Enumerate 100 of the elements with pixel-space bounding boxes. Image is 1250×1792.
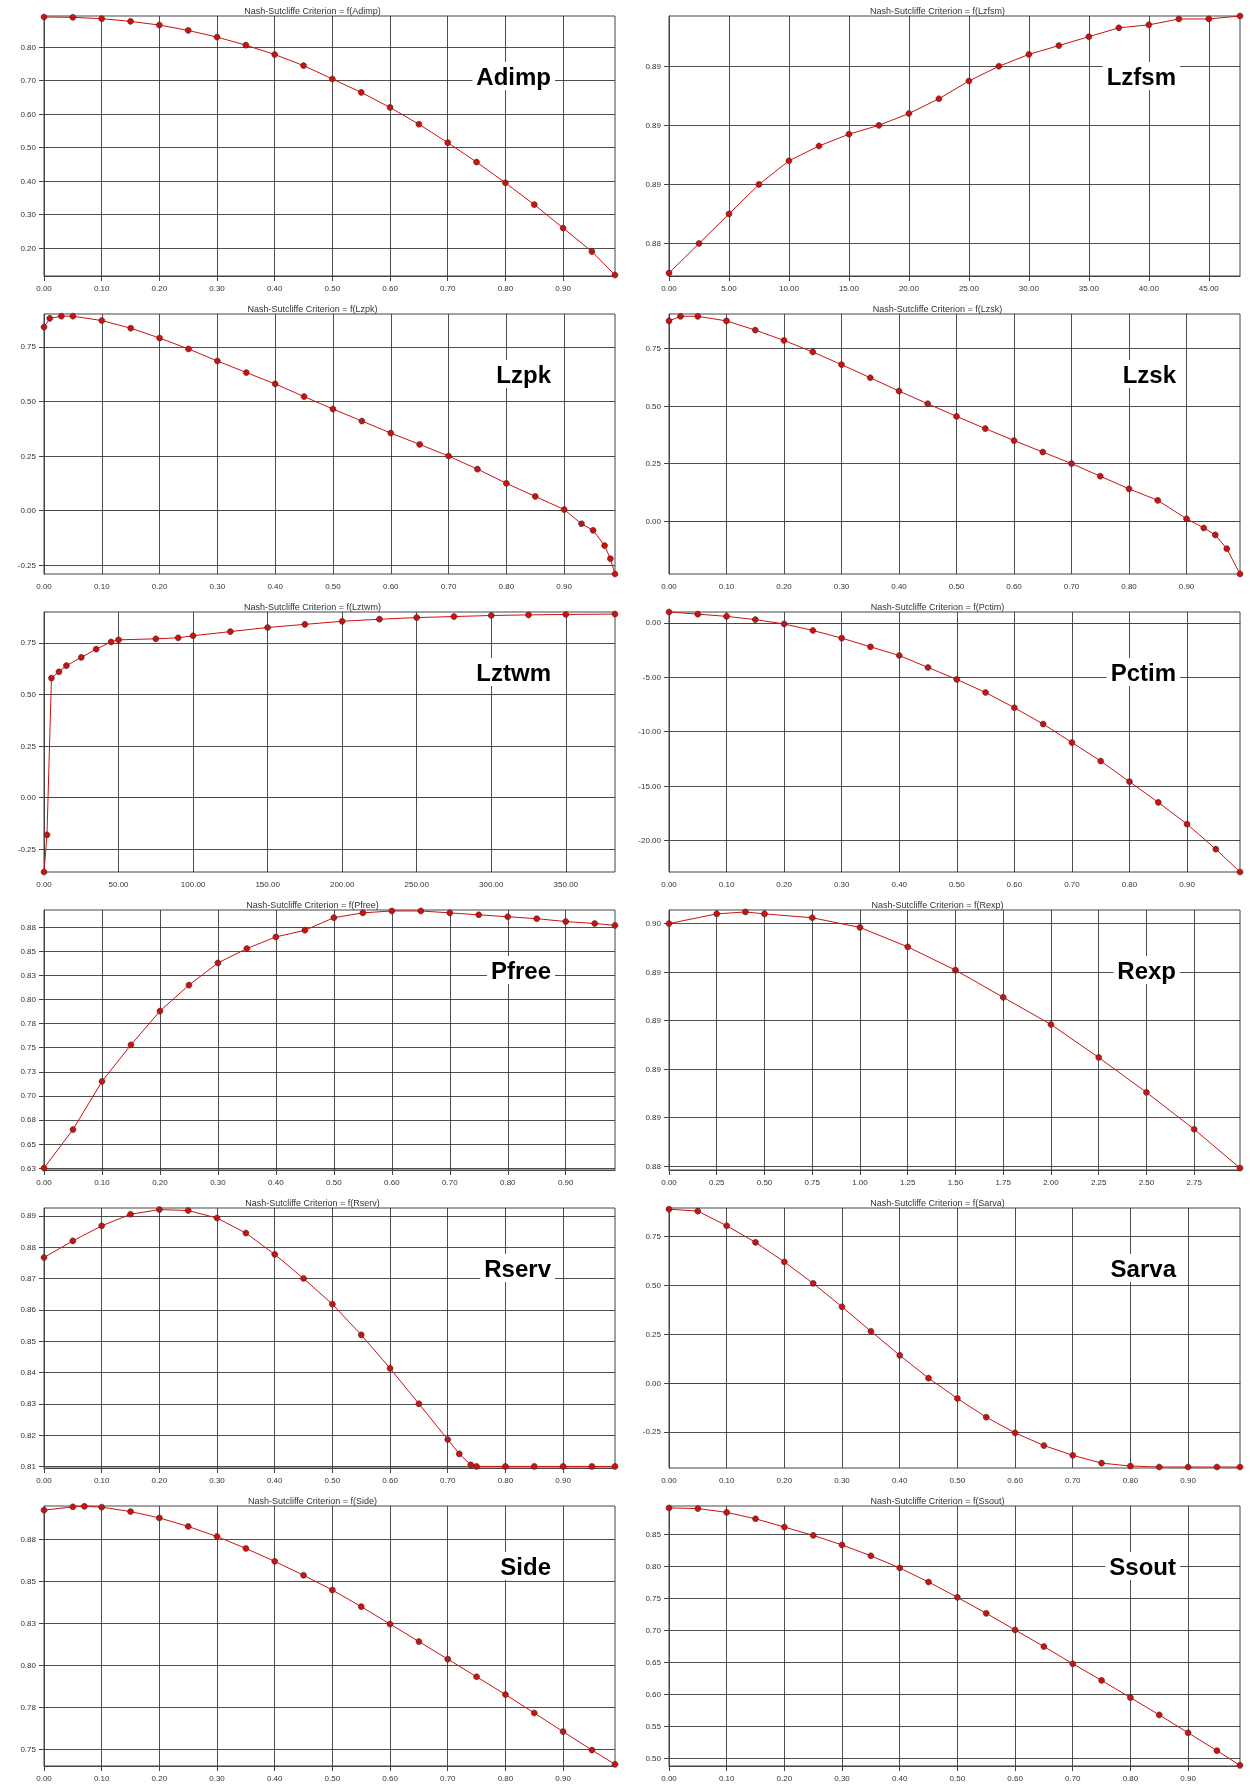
point xyxy=(808,914,816,922)
chart-title: Nash-Sutcliffe Criterion = f(Lzpk) xyxy=(247,303,378,314)
point xyxy=(386,1365,394,1372)
point xyxy=(1236,868,1244,876)
chart-title: Nash-Sutcliffe Criterion = f(Adimp) xyxy=(244,5,381,16)
point xyxy=(1223,545,1231,552)
chart-title: Nash-Sutcliffe Criterion = f(Side) xyxy=(247,1495,378,1506)
point xyxy=(611,1463,619,1470)
x-tick-label: 0.60 xyxy=(1006,879,1023,889)
x-tick-label: 0.90 xyxy=(555,283,572,293)
point xyxy=(358,417,366,425)
point xyxy=(185,981,193,989)
x-tick-label: 0.70 xyxy=(442,1177,459,1187)
x-tick-label: 0.70 xyxy=(1064,1475,1082,1485)
y-tick-label: 0.89 xyxy=(645,1016,662,1026)
x-tick-label: 0.10 xyxy=(94,581,111,591)
x-tick-label: 0.10 xyxy=(718,1475,736,1485)
x-tick-label: 0.90 xyxy=(557,1177,575,1187)
point xyxy=(725,210,733,218)
point xyxy=(386,104,394,111)
point xyxy=(1126,778,1133,785)
point xyxy=(785,157,793,165)
point xyxy=(127,1041,135,1049)
y-tick-label: 0.89 xyxy=(645,61,662,71)
y-tick-label: 0.75 xyxy=(645,1232,662,1242)
y-tick-label: 0.20 xyxy=(20,243,37,253)
x-tick-label: 1.50 xyxy=(947,1177,964,1187)
point xyxy=(588,248,596,255)
point xyxy=(954,1395,961,1402)
x-tick-label: 15.00 xyxy=(838,283,860,293)
point xyxy=(417,907,425,915)
chart-title: Nash-Sutcliffe Criterion = f(Rserv) xyxy=(245,1197,380,1208)
x-tick-label: 0.50 xyxy=(949,1475,966,1485)
point xyxy=(387,429,395,437)
point xyxy=(48,674,55,682)
point xyxy=(184,27,192,34)
point xyxy=(1236,1463,1244,1471)
point xyxy=(467,1461,475,1469)
point xyxy=(896,1352,903,1359)
point xyxy=(611,570,619,578)
point xyxy=(559,1728,567,1735)
x-tick-label: 350.00 xyxy=(553,879,579,889)
x-tick-label: 0.30 xyxy=(833,581,850,591)
point xyxy=(607,555,614,562)
point xyxy=(127,1508,134,1515)
point xyxy=(338,618,346,625)
point xyxy=(1125,485,1133,493)
point xyxy=(1236,1762,1244,1769)
point xyxy=(924,400,932,407)
point xyxy=(953,676,961,683)
point xyxy=(264,624,271,631)
annotation: Lzsk xyxy=(1122,360,1177,388)
point xyxy=(560,506,568,513)
annotation: Adimp xyxy=(476,62,552,90)
y-tick-label: 0.00 xyxy=(645,1378,662,1388)
x-tick-label: 1.75 xyxy=(995,1177,1012,1187)
point xyxy=(213,1533,221,1540)
line-series xyxy=(40,1206,619,1470)
point xyxy=(896,1564,903,1572)
point xyxy=(107,638,115,646)
y-tick-label: 0.75 xyxy=(20,1744,37,1754)
y-tick-label: 0.50 xyxy=(20,690,37,700)
point xyxy=(533,915,540,922)
y-tick-label: 0.75 xyxy=(645,344,662,354)
x-tick-label: 2.00 xyxy=(1043,1177,1060,1187)
x-tick-label: 0.00 xyxy=(661,283,678,293)
point xyxy=(838,1541,846,1549)
x-tick-label: 0.80 xyxy=(1122,1475,1139,1485)
point xyxy=(935,95,943,102)
point xyxy=(156,1206,163,1213)
x-tick-label: 0.90 xyxy=(556,581,573,591)
point xyxy=(761,910,768,918)
point xyxy=(329,405,337,413)
point xyxy=(1011,704,1018,711)
point xyxy=(1040,1643,1048,1650)
point xyxy=(1200,524,1208,532)
x-tick-label: 0.40 xyxy=(268,1177,285,1187)
y-tick-label: 0.73 xyxy=(20,1067,37,1077)
y-tick-label: 0.78 xyxy=(20,1702,37,1712)
point xyxy=(184,1207,192,1214)
point xyxy=(1039,448,1047,456)
x-tick-label: 0.30 xyxy=(210,1177,227,1187)
point xyxy=(502,179,509,187)
x-tick-label: 0.50 xyxy=(324,283,341,293)
point xyxy=(1184,1463,1192,1471)
point xyxy=(953,413,960,420)
point xyxy=(1183,515,1190,523)
chart-title: Nash-Sutcliffe Criterion = f(Pctim) xyxy=(870,601,1005,612)
x-tick-label: 2.75 xyxy=(1186,1177,1203,1187)
point xyxy=(115,636,122,644)
point xyxy=(809,348,817,356)
point xyxy=(92,645,100,653)
x-tick-label: 2.25 xyxy=(1090,1177,1108,1187)
point xyxy=(815,142,823,150)
point xyxy=(904,943,911,951)
point xyxy=(1098,1677,1105,1684)
y-tick-label: -0.25 xyxy=(17,844,37,854)
x-tick-label: 0.40 xyxy=(266,1475,284,1485)
x-tick-label: 0.80 xyxy=(1121,879,1138,889)
point xyxy=(416,441,423,448)
